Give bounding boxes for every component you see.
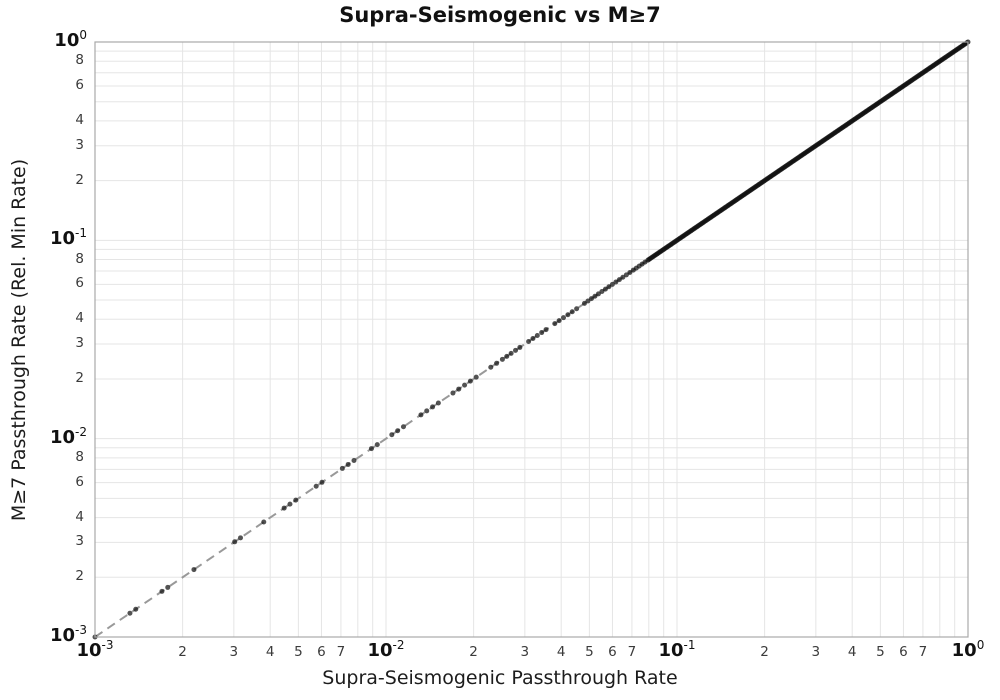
chart-title: Supra-Seismogenic vs M≥7	[339, 3, 661, 27]
gridlines	[95, 42, 968, 637]
x-axis-title: Supra-Seismogenic Passthrough Rate	[322, 667, 678, 689]
plot-border	[94, 41, 969, 638]
scatter-points	[92, 39, 971, 640]
